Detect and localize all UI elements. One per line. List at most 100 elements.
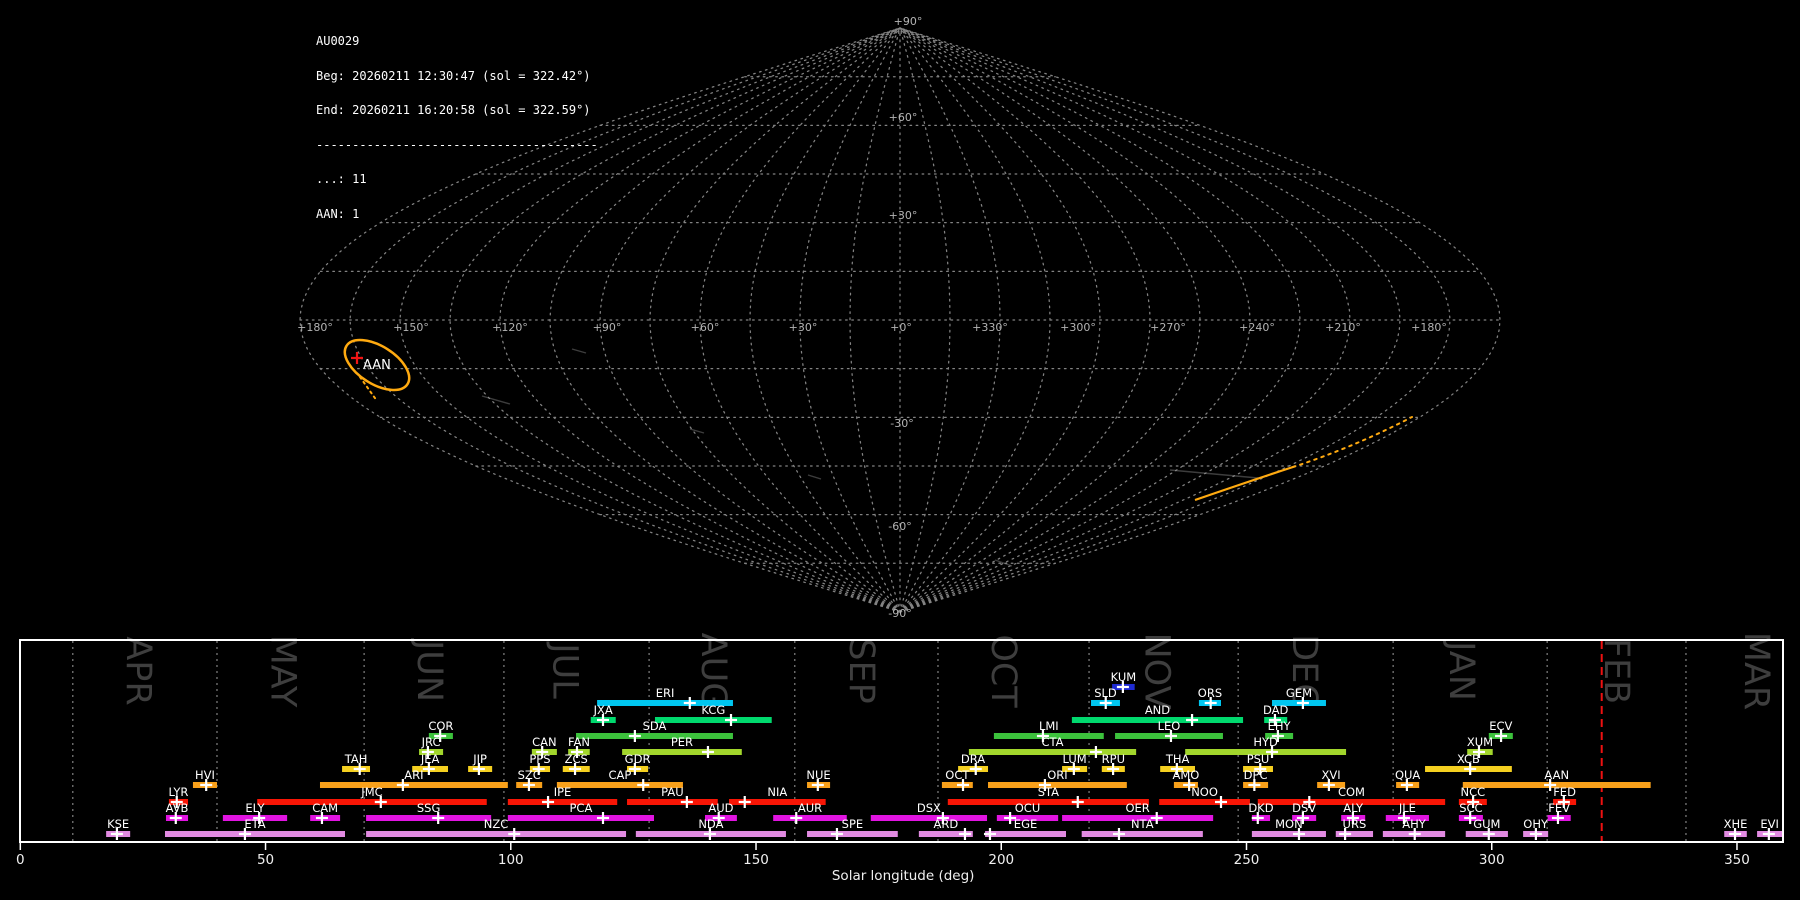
shower-peak-cross bbox=[200, 779, 213, 791]
meridian-line bbox=[899, 27, 1401, 613]
shower-peak-cross bbox=[1254, 763, 1267, 775]
x-tick-label: 0 bbox=[16, 852, 25, 868]
shower-label: STA bbox=[1038, 785, 1059, 799]
longitude-label: +210° bbox=[1325, 321, 1361, 334]
shower-label: AAN bbox=[1544, 768, 1569, 782]
shower-peak-cross bbox=[536, 746, 549, 758]
shower-label: GDR bbox=[625, 752, 651, 766]
shower-label: PPS bbox=[529, 752, 550, 766]
shower-label: XHE bbox=[1724, 817, 1748, 831]
shower-peak-cross bbox=[1071, 796, 1084, 808]
shower-peak-cross bbox=[353, 763, 366, 775]
shower-peak-cross bbox=[1346, 812, 1359, 824]
shower-bar-STA bbox=[947, 799, 1149, 805]
shower-label: ZCS bbox=[565, 752, 588, 766]
shower-peak-cross bbox=[1150, 812, 1163, 824]
shower-peak-cross bbox=[1251, 812, 1264, 824]
shower-label: HYD bbox=[1253, 735, 1278, 749]
longitude-label: +300° bbox=[1060, 321, 1096, 334]
shower-bar-ORI bbox=[988, 782, 1127, 788]
radiant-label: AAN bbox=[363, 358, 391, 373]
shower-peak-cross bbox=[1271, 730, 1284, 742]
shower-label: NIA bbox=[767, 785, 787, 799]
shower-bar-SSG bbox=[366, 815, 492, 821]
shower-label: SCC bbox=[1459, 801, 1482, 815]
shower-peak-cross bbox=[1464, 812, 1477, 824]
shower-peak-cross bbox=[830, 828, 843, 840]
shower-peak-cross bbox=[532, 763, 545, 775]
shower-bar-OCU bbox=[996, 815, 1059, 821]
shower-label: XCB bbox=[1457, 752, 1480, 766]
shower-label: JMC bbox=[360, 785, 382, 799]
faint-mark bbox=[481, 395, 511, 405]
x-tick-label: 200 bbox=[988, 852, 1014, 868]
faint-marks bbox=[481, 348, 1259, 567]
shower-label: DAD bbox=[1263, 703, 1289, 717]
shower-label: KCG bbox=[701, 703, 725, 717]
shower-row: AVB ELY CAM SSG PCA AUD AUR DSX OCU OER DKD DSV ALY J… bbox=[166, 801, 1571, 824]
shower-label: ELY bbox=[245, 801, 265, 815]
shower-label: XVI bbox=[1322, 768, 1341, 782]
shower-label: LMI bbox=[1039, 719, 1059, 733]
shower-bar-PCA bbox=[507, 815, 655, 821]
shower-label: HVI bbox=[195, 768, 215, 782]
shower-peak-cross bbox=[1551, 812, 1564, 824]
shower-label: OER bbox=[1125, 801, 1149, 815]
meridian-line bbox=[749, 27, 901, 613]
shower-peak-cross bbox=[1762, 828, 1775, 840]
faint-mark bbox=[689, 428, 705, 434]
month-label: APR bbox=[118, 636, 158, 705]
shower-peak-cross bbox=[1067, 763, 1080, 775]
month-label: MAY bbox=[263, 635, 303, 708]
shower-peak-cross bbox=[434, 730, 447, 742]
month-label: JUN bbox=[409, 638, 449, 702]
meridian-line bbox=[799, 27, 901, 613]
meridian-line bbox=[649, 27, 901, 613]
shower-label: JRC bbox=[421, 735, 441, 749]
shower-label: EGE bbox=[1014, 817, 1037, 831]
shower-label: JLE bbox=[1398, 801, 1416, 815]
month-label: NOV bbox=[1136, 632, 1176, 709]
shower-peak-cross bbox=[1397, 812, 1410, 824]
shower-label: XUM bbox=[1467, 735, 1493, 749]
shower-peak-cross bbox=[542, 796, 555, 808]
shower-label: ALY bbox=[1343, 801, 1364, 815]
radiant-cross bbox=[351, 352, 363, 364]
shower-peak-cross bbox=[421, 746, 434, 758]
meridian-line bbox=[899, 27, 951, 613]
shower-row: JRC CAN FAN PER CTA HYD XUM bbox=[419, 735, 1493, 758]
shower-label: SLD bbox=[1094, 686, 1117, 700]
shower-bar-AUR bbox=[773, 815, 847, 821]
shower-peak-cross bbox=[1099, 697, 1112, 709]
shower-row: ERI SLD ORS GEM bbox=[597, 686, 1326, 709]
meridian-line bbox=[549, 27, 901, 613]
longitude-label: +270° bbox=[1150, 321, 1186, 334]
drift-trail-solid bbox=[1194, 465, 1294, 502]
latitude-label: -30° bbox=[890, 417, 913, 430]
shower-label: JIP bbox=[472, 752, 487, 766]
shower-bar-ARD bbox=[918, 831, 973, 837]
shower-peak-cross bbox=[1248, 779, 1261, 791]
graticule bbox=[299, 27, 1501, 613]
shower-peak-cross bbox=[1116, 681, 1129, 693]
shower-peak-cross bbox=[628, 763, 641, 775]
latitude-label: +30° bbox=[889, 209, 918, 222]
shower-peak-cross bbox=[396, 779, 409, 791]
count-aan: AAN: 1 bbox=[316, 206, 360, 221]
shower-peak-cross bbox=[169, 812, 182, 824]
shower-label: NTA bbox=[1131, 817, 1154, 831]
shower-label: ARI bbox=[404, 768, 423, 782]
count-other: ...: 11 bbox=[316, 172, 367, 186]
shower-label: DKD bbox=[1248, 801, 1273, 815]
shower-peak-cross bbox=[1266, 746, 1279, 758]
shower-row: LYR JMC IPE PAU NIA STA NOO COM NCC FED bbox=[169, 785, 1577, 808]
shower-peak-cross bbox=[1107, 763, 1120, 775]
shower-peak-cross bbox=[969, 763, 982, 775]
meridian-line bbox=[899, 27, 1251, 613]
shower-bar-ETA bbox=[164, 831, 345, 837]
shower-label: ECV bbox=[1489, 719, 1512, 733]
faint-mark bbox=[1169, 469, 1259, 479]
longitude-label: +330° bbox=[972, 321, 1008, 334]
shower-peak-cross bbox=[1467, 796, 1480, 808]
shower-label: NOO bbox=[1191, 785, 1218, 799]
